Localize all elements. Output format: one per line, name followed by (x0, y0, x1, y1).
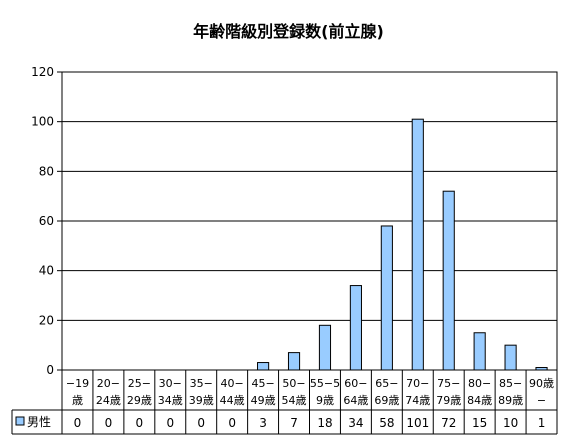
data-label: 0 (136, 416, 144, 430)
data-label: 0 (197, 416, 205, 430)
y-tick-label: 100 (31, 115, 54, 129)
x-tick-label: 84歳 (467, 394, 492, 407)
bar (257, 362, 270, 371)
x-tick-label: 35− (190, 377, 213, 390)
x-tick-label: 79歳 (436, 394, 461, 407)
data-label: 72 (441, 416, 456, 430)
data-label: 7 (290, 416, 298, 430)
data-label: 3 (259, 416, 267, 430)
x-tick-label: 24歳 (96, 394, 121, 407)
data-label: 0 (74, 416, 82, 430)
bar (287, 352, 301, 371)
data-label: 58 (379, 416, 394, 430)
x-tick-label: 20− (97, 377, 120, 390)
bar (349, 285, 362, 371)
y-tick-label: 60 (39, 214, 54, 228)
y-tick-label: 0 (46, 363, 54, 377)
data-label: 15 (472, 416, 487, 430)
x-tick-label: − (537, 394, 546, 407)
x-tick-label: 39歳 (189, 394, 214, 407)
bar (442, 190, 455, 371)
bar (504, 344, 517, 371)
x-tick-label: 60− (344, 377, 367, 390)
bar (411, 118, 424, 371)
y-tick-label: 120 (31, 65, 54, 79)
y-tick-label: 40 (39, 264, 54, 278)
data-label: 0 (228, 416, 236, 430)
x-tick-label: 45− (251, 377, 274, 390)
data-label: 18 (317, 416, 332, 430)
data-label: 0 (166, 416, 174, 430)
data-label: 0 (105, 416, 113, 430)
x-tick-label: 54歳 (282, 394, 307, 407)
x-tick-label: 50− (282, 377, 305, 390)
data-label: 1 (538, 416, 546, 430)
x-tick-label: 80− (468, 377, 491, 390)
data-label: 10 (503, 416, 518, 430)
x-tick-label: 55−5 (310, 377, 340, 390)
x-tick-label: 歳 (72, 394, 83, 407)
legend-swatch (15, 416, 25, 426)
data-label: 34 (348, 416, 363, 430)
x-tick-label: 65− (375, 377, 398, 390)
x-tick-label: 70− (406, 377, 429, 390)
y-tick-label: 80 (39, 164, 54, 178)
bar (318, 324, 332, 371)
x-tick-label: 9歳 (316, 394, 334, 407)
x-tick-label: 74歳 (405, 394, 430, 407)
chart-title: 年齢階級別登録数(前立腺) (193, 22, 384, 41)
y-tick-label: 20 (39, 313, 54, 327)
x-tick-label: 34歳 (158, 394, 183, 407)
x-tick-label: 29歳 (127, 394, 152, 407)
x-tick-label: 44歳 (220, 394, 245, 407)
x-tick-label: 40− (221, 377, 244, 390)
x-tick-label: 49歳 (251, 394, 276, 407)
bar (473, 332, 486, 371)
x-tick-label: 30− (159, 377, 182, 390)
x-tick-label: −19 (66, 377, 89, 390)
x-tick-label: 85− (499, 377, 522, 390)
bar (380, 225, 393, 371)
x-tick-label: 64歳 (343, 394, 368, 407)
x-tick-label: 89歳 (498, 394, 523, 407)
data-label: 101 (406, 416, 429, 430)
bar (535, 367, 548, 371)
x-tick-label: 75− (437, 377, 460, 390)
x-tick-label: 25− (128, 377, 151, 390)
x-tick-label: 90歳 (529, 377, 554, 390)
legend-label: 男性 (27, 415, 51, 429)
x-tick-label: 69歳 (374, 394, 399, 407)
